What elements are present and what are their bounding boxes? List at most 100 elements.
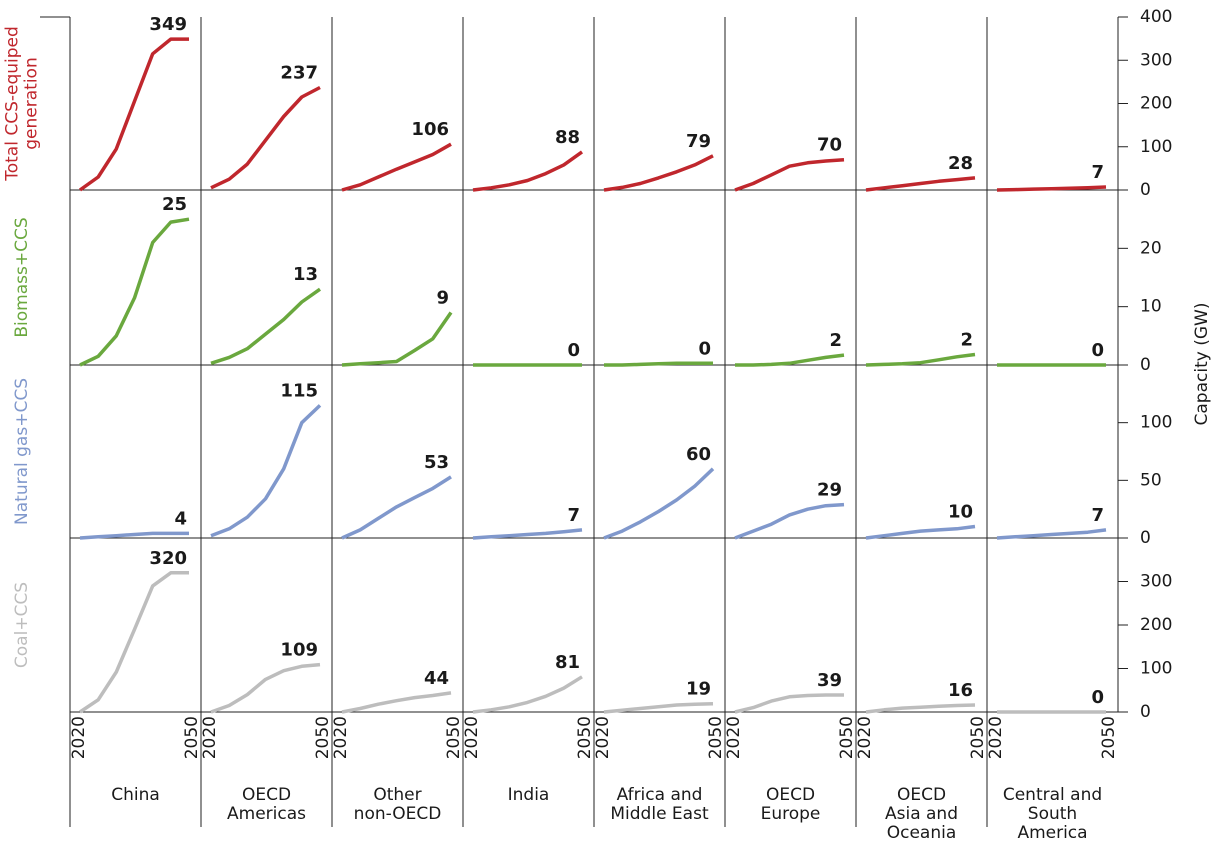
- row-label: Coal+CCS: [12, 582, 32, 668]
- line: [79, 531, 189, 540]
- y-tick-label: 400: [1140, 7, 1172, 27]
- region-label: Oceania: [887, 823, 957, 843]
- region-label: Americas: [227, 804, 306, 824]
- data-label: 44: [424, 668, 449, 689]
- line: [604, 361, 713, 367]
- y-tick-label: 0: [1140, 180, 1151, 200]
- line: [865, 524, 976, 540]
- region-label: OECD: [897, 785, 946, 805]
- line: [734, 157, 845, 192]
- data-label: 25: [162, 194, 187, 215]
- line: [341, 311, 453, 367]
- x-tick-label: 2020: [593, 716, 613, 759]
- row-label: generation: [22, 57, 42, 149]
- x-tick-label: 2020: [855, 716, 875, 759]
- data-label: 10: [948, 501, 973, 522]
- x-tick-label: 2050: [575, 716, 595, 759]
- data-label: 28: [948, 153, 973, 174]
- region-label: OECD: [242, 785, 291, 805]
- line: [210, 662, 321, 714]
- region-label: Europe: [761, 804, 821, 824]
- line: [603, 701, 714, 714]
- data-label: 13: [293, 264, 318, 285]
- line: [996, 185, 1107, 192]
- data-label: 9: [436, 288, 449, 309]
- line: [735, 353, 845, 367]
- region-label: India: [508, 785, 550, 805]
- x-tick-label: 2050: [968, 716, 988, 759]
- data-label: 16: [948, 680, 973, 701]
- line: [210, 404, 322, 538]
- row-label: Total CCS-equiped: [3, 26, 23, 182]
- data-label: 0: [698, 338, 711, 359]
- line: [210, 85, 321, 190]
- line: [341, 142, 452, 192]
- row-label: Natural gas+CCS: [12, 378, 32, 525]
- data-label: 106: [411, 119, 449, 140]
- data-label: 19: [686, 679, 711, 700]
- line: [472, 528, 583, 540]
- line: [79, 571, 189, 714]
- x-tick-label: 2020: [331, 716, 351, 759]
- region-label: Other: [373, 785, 421, 805]
- region-label: Middle East: [610, 804, 709, 824]
- region-label: Africa and: [617, 785, 703, 805]
- x-tick-label: 2020: [986, 716, 1006, 759]
- y-tick-label: 200: [1140, 615, 1172, 635]
- x-tick-label: 2020: [69, 716, 89, 759]
- data-label: 2: [960, 330, 973, 351]
- y-tick-label: 200: [1140, 94, 1172, 114]
- data-label: 81: [555, 652, 580, 673]
- data-label: 2: [829, 330, 842, 351]
- x-tick-label: 2050: [706, 716, 726, 759]
- region-label: America: [1017, 823, 1087, 843]
- data-label: 70: [817, 135, 842, 156]
- data-label: 7: [1091, 505, 1104, 526]
- region-label: Central and: [1003, 785, 1102, 805]
- line: [472, 150, 584, 192]
- data-label: 29: [817, 480, 842, 501]
- line: [603, 467, 715, 540]
- region-label: South: [1028, 804, 1077, 824]
- line: [79, 217, 190, 367]
- line: [78, 37, 189, 192]
- y-tick-label: 0: [1140, 355, 1151, 375]
- data-label: 39: [817, 670, 842, 691]
- x-tick-label: 2020: [462, 716, 482, 759]
- line: [210, 287, 322, 365]
- region-label: OECD: [766, 785, 815, 805]
- y-axis-label: Capacity (GW): [1192, 303, 1212, 426]
- y-tick-label: 300: [1140, 572, 1172, 592]
- y-tick-label: 0: [1140, 528, 1151, 548]
- region-label: China: [111, 785, 160, 805]
- line: [472, 675, 583, 714]
- y-tick-label: 0: [1140, 702, 1151, 722]
- data-label: 53: [424, 452, 449, 473]
- line: [603, 154, 714, 192]
- data-label: 349: [149, 14, 187, 35]
- y-tick-label: 300: [1140, 50, 1172, 70]
- data-label: 7: [1091, 162, 1104, 183]
- data-label: 109: [280, 640, 318, 661]
- row-label: Biomass+CCS: [12, 217, 32, 337]
- data-label: 0: [567, 340, 580, 361]
- data-label: 88: [555, 127, 580, 148]
- y-tick-label: 10: [1140, 297, 1162, 317]
- data-label: 60: [686, 444, 711, 465]
- region-label: Asia and: [885, 804, 958, 824]
- x-tick-label: 2050: [182, 716, 202, 759]
- x-tick-label: 2050: [313, 716, 333, 759]
- line: [341, 691, 452, 714]
- data-label: 320: [149, 548, 187, 569]
- x-tick-label: 2020: [200, 716, 220, 759]
- x-tick-label: 2050: [837, 716, 857, 759]
- y-tick-label: 100: [1140, 659, 1172, 679]
- data-label: 4: [174, 508, 187, 529]
- y-tick-label: 50: [1140, 470, 1162, 490]
- data-label: 0: [1091, 687, 1104, 708]
- line: [734, 693, 844, 714]
- y-tick-label: 100: [1140, 137, 1172, 157]
- line: [734, 502, 845, 540]
- x-tick-label: 2050: [444, 716, 464, 759]
